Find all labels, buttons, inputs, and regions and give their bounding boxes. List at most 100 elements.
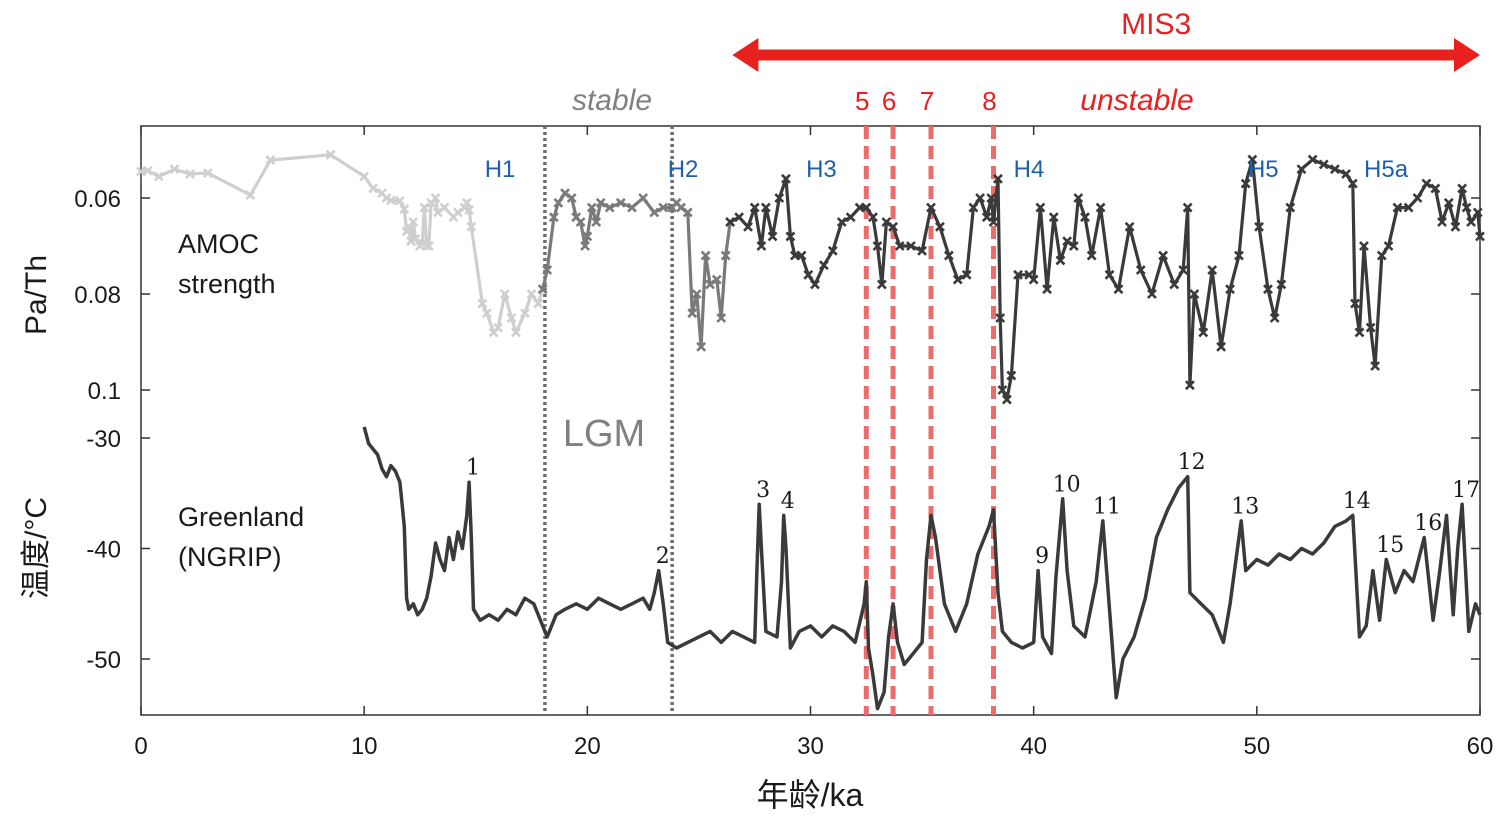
pa-th-point (995, 313, 1006, 323)
do-label-17: 17 (1452, 478, 1480, 503)
pa-th-point (511, 327, 521, 338)
pa-th-point (876, 279, 887, 290)
x-tick-label: 40 (1020, 733, 1047, 760)
pa-th-point (986, 193, 997, 203)
heinrich-label-h2: H2 (668, 156, 699, 183)
pa-th-point (582, 231, 593, 242)
unstable-label: unstable (1080, 84, 1193, 117)
pa-th-point (386, 195, 396, 206)
pa-th-point (1198, 327, 1209, 338)
pa-th-point (1234, 250, 1244, 261)
pa-th-point (1225, 284, 1235, 295)
ngrip-line (362, 426, 1482, 711)
pa-th-point (580, 241, 591, 251)
pa-th-point (1169, 279, 1180, 290)
event-label-5: 5 (855, 86, 869, 116)
pa-th-point (493, 322, 503, 333)
pa-th-point (1006, 370, 1017, 381)
pa-th-point (988, 217, 999, 227)
pa-th-point (627, 202, 637, 213)
pa-th-point (1055, 255, 1066, 266)
x-tick-label: 60 (1467, 733, 1494, 760)
y-tick-label-pa-th: 0.1 (88, 378, 121, 405)
pa-th-point (499, 289, 510, 299)
pa-th-point (1240, 178, 1251, 189)
pa-th-point (1347, 178, 1358, 189)
pa-th-point (906, 241, 916, 251)
pa-th-point (682, 207, 693, 218)
pa-th-point (868, 212, 878, 223)
ngrip-label-line-2: (NGRIP) (178, 542, 282, 572)
pa-th-point (968, 202, 979, 213)
pa-th-point (548, 212, 559, 223)
do-label-10: 10 (1053, 472, 1081, 497)
pa-th-point (1359, 241, 1369, 251)
x-tick-label: 20 (574, 733, 601, 760)
pa-th-point (533, 298, 544, 309)
pa-th-point (1466, 217, 1476, 227)
pa-th-point (1048, 212, 1059, 223)
pa-th-point (595, 197, 606, 208)
pa-th-point (432, 207, 443, 218)
pa-th-point (961, 269, 972, 280)
pa-th-point (785, 231, 796, 242)
pa-th-series (136, 149, 1485, 405)
pa-th-point (818, 260, 829, 271)
pa-th-point (1013, 269, 1023, 280)
pa-th-point (1475, 231, 1485, 242)
pa-th-point (734, 212, 745, 223)
pa-th-point (1147, 289, 1157, 299)
pa-th-point (1104, 269, 1115, 280)
pa-th-point (421, 241, 432, 251)
pa-th-point (439, 202, 450, 213)
pa-th-point (1370, 361, 1381, 371)
mis3-annotation: MIS3 (732, 8, 1480, 72)
heinrich-label-h5a: H5a (1364, 156, 1409, 183)
pa-th-point (461, 197, 472, 208)
pa-th-point (430, 193, 441, 203)
do-label-4: 4 (781, 489, 795, 514)
pa-th-point (452, 207, 463, 218)
pa-th-point (1472, 207, 1483, 218)
y-axis-title-pa-th: Pa/Th (20, 255, 53, 335)
pa-th-point (696, 341, 707, 352)
heinrich-labels: H1 H2 H3 H4 H5 H5a (485, 156, 1409, 183)
amoc-label-line-2: strength (178, 269, 276, 299)
pa-th-point (1263, 284, 1273, 295)
pa-th-line-2 (541, 191, 732, 349)
y-axis-title-temperature: 温度/°C (20, 497, 53, 599)
pa-th-point (1062, 236, 1073, 247)
pa-th-point (827, 245, 838, 256)
event-label-7: 7 (920, 86, 934, 116)
pa-th-point (1341, 169, 1352, 179)
pa-th-point (359, 171, 370, 182)
do-label-14: 14 (1343, 489, 1371, 514)
x-tick-label: 0 (134, 733, 147, 760)
mis3-arrow-head-right (1454, 38, 1480, 72)
y-axis-pa-th: 0.06 0.08 0.1 (74, 186, 1480, 405)
pa-th-point (506, 313, 517, 323)
y-tick-label-pa-th: 0.06 (74, 186, 121, 213)
event-label-6: 6 (882, 86, 896, 116)
heinrich-label-h4: H4 (1014, 156, 1045, 183)
pa-th-point (1216, 341, 1227, 352)
pa-th-point (1042, 284, 1052, 295)
pa-th-point (1080, 212, 1090, 223)
ngrip-label-line-1: Greenland (178, 502, 304, 532)
do-label-13: 13 (1231, 494, 1259, 519)
pa-th-point (1247, 154, 1258, 165)
pa-th-point (935, 221, 945, 232)
pa-th-point (716, 313, 727, 323)
pa-th-point (1124, 221, 1135, 232)
pa-th-point (1365, 322, 1376, 333)
pa-th-point (325, 149, 336, 160)
pa-th-point (881, 217, 892, 227)
pa-th-point (687, 308, 698, 319)
pa-th-point (1330, 164, 1340, 175)
pa-th-point (725, 217, 736, 227)
pa-th-point (519, 308, 530, 319)
pa-th-point (836, 217, 847, 227)
pa-th-point (691, 289, 702, 299)
